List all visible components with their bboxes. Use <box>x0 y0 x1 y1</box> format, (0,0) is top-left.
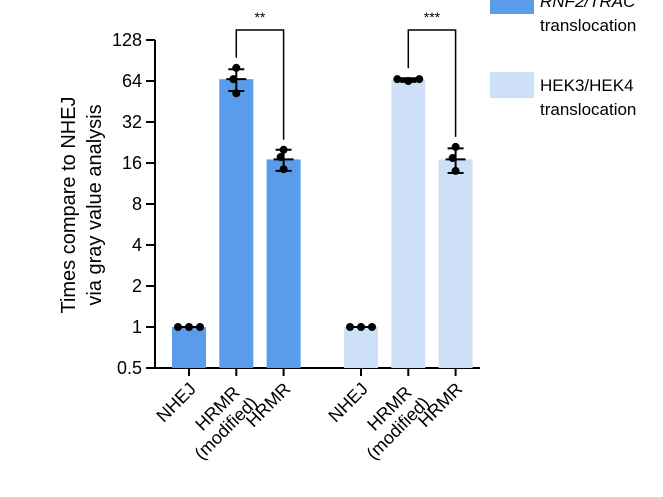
significance-label: ** <box>254 9 265 25</box>
y-axis-label: Times compare to NHEJ via gray value anal… <box>58 96 106 313</box>
y-tick-label: 128 <box>112 30 142 50</box>
y-axis-label-line: via gray value analysis <box>84 104 106 305</box>
y-tick-label: 32 <box>122 112 142 132</box>
data-point <box>415 75 424 84</box>
y-tick-label: 0.5 <box>117 358 142 378</box>
significance-label: *** <box>424 9 441 25</box>
y-tick-label: 1 <box>132 317 142 337</box>
legend-label: HEK3/HEK4 translocation <box>540 76 638 119</box>
legend-swatch <box>490 0 534 14</box>
data-point <box>174 323 182 331</box>
data-point <box>346 323 354 331</box>
y-axis-label-line: Times compare to NHEJ <box>58 96 80 313</box>
significance-bracket <box>235 29 285 140</box>
data-point <box>279 145 288 154</box>
bar <box>391 80 426 368</box>
bar <box>219 79 254 368</box>
data-point <box>229 75 238 84</box>
data-point <box>368 323 376 331</box>
y-tick-label: 8 <box>132 194 142 214</box>
legend-label: RNF2/TRAC translocation <box>540 0 640 35</box>
bar <box>344 327 378 368</box>
data-point <box>404 77 413 85</box>
data-point <box>393 75 402 84</box>
data-point <box>279 165 288 174</box>
y-tick-label: 2 <box>132 276 142 296</box>
data-point <box>451 166 460 175</box>
y-tick-label: 4 <box>132 235 142 255</box>
y-tick-label: 16 <box>122 153 142 173</box>
y-tick-label: 64 <box>122 71 142 91</box>
data-point <box>357 323 365 331</box>
legend-swatch <box>490 72 534 98</box>
bar <box>438 159 473 368</box>
data-point <box>451 142 460 151</box>
data-point <box>232 63 241 72</box>
data-point <box>448 154 457 163</box>
significance-bracket <box>407 29 457 137</box>
bar <box>172 327 206 368</box>
data-point <box>196 323 204 331</box>
data-point <box>232 89 241 98</box>
data-point <box>276 153 285 162</box>
data-point <box>185 323 193 331</box>
bar <box>266 159 301 368</box>
